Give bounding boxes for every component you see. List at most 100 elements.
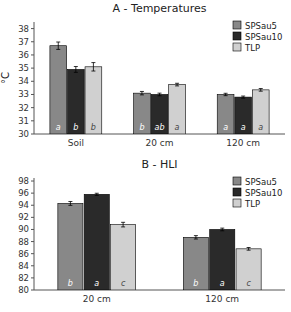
error-bar-cap	[140, 91, 144, 92]
bar-letter: a	[220, 279, 225, 288]
error-bar-cap	[74, 72, 78, 73]
legend: SPSau5SPSau10TLP	[233, 21, 282, 53]
bar	[85, 67, 102, 134]
error-bar-cap	[95, 195, 99, 196]
bar	[58, 203, 83, 290]
bar	[252, 90, 269, 134]
x-tick-label: 20 cm	[83, 294, 111, 304]
error-bar	[91, 63, 95, 71]
error-bar	[194, 236, 198, 239]
error-bar-cap	[68, 205, 72, 206]
error-bar	[56, 42, 60, 49]
legend-swatch	[233, 177, 241, 185]
error-bar	[74, 67, 78, 73]
error-bar-cap	[91, 62, 95, 63]
panel: B - HLI80828486889092949698bacbac20 cm12…	[18, 158, 285, 304]
error-bar	[247, 248, 251, 251]
error-bar-stem	[141, 91, 142, 94]
error-bar-stem	[93, 63, 94, 71]
y-axis	[34, 22, 35, 134]
y-tick-label: 92	[18, 212, 29, 222]
marks	[50, 42, 269, 134]
bar-letter: b	[73, 123, 78, 132]
error-bar-cap	[175, 85, 179, 86]
error-bar-cap	[241, 96, 245, 97]
bar	[210, 229, 235, 290]
error-bar-cap	[241, 98, 245, 99]
bar	[84, 194, 109, 290]
error-bar-cap	[247, 250, 251, 251]
figure: A - Temperatures°C303132333435363738abbb…	[0, 0, 291, 312]
error-bar	[259, 89, 263, 92]
error-bar-cap	[140, 94, 144, 95]
legend-swatch	[233, 43, 241, 51]
error-bar-cap	[158, 95, 162, 96]
bar	[236, 249, 261, 290]
bar-letter: a	[241, 123, 246, 132]
error-bar-cap	[194, 239, 198, 240]
y-tick-label: 86	[18, 249, 29, 259]
x-tick-label: 120 cm	[205, 294, 239, 304]
bar-letter: a	[175, 123, 180, 132]
title: B - HLI	[141, 158, 177, 171]
y-tick-label: 31	[18, 116, 29, 126]
error-bar-cap	[91, 71, 95, 72]
x-tick-label: Soil	[68, 138, 84, 148]
bar	[169, 85, 186, 134]
legend-label: TLP	[244, 43, 260, 53]
legend-label: SPSau5	[245, 21, 277, 31]
y-tick-label: 35	[18, 63, 29, 73]
bar-letter: b	[91, 123, 96, 132]
bar-letter: a	[56, 123, 61, 132]
legend-label: SPSau5	[245, 177, 277, 187]
y-tick-label: 80	[18, 285, 29, 295]
bar-letter: ab	[155, 123, 165, 132]
y-tick-label: 96	[18, 188, 29, 198]
bar-letters: bacbac	[68, 279, 252, 288]
bar-letter: a	[223, 123, 228, 132]
error-bar-cap	[158, 93, 162, 94]
error-bar-cap	[224, 93, 228, 94]
error-bar	[95, 193, 99, 195]
error-bar	[140, 91, 144, 94]
bar-letter: b	[68, 279, 73, 288]
x-tick-label: 120 cm	[226, 138, 260, 148]
bar	[183, 237, 208, 290]
error-bar-cap	[56, 49, 60, 50]
bar	[111, 225, 136, 290]
y-tick-label: 38	[18, 24, 29, 34]
error-bar	[175, 83, 179, 86]
error-bar-cap	[220, 230, 224, 231]
bar-letter: a	[258, 123, 263, 132]
error-bar-stem	[75, 67, 76, 73]
error-bar-cap	[247, 247, 251, 248]
y-tick-label: 98	[18, 176, 29, 186]
y-tick-label: 34	[18, 76, 29, 86]
x-tick-label: 20 cm	[145, 138, 173, 148]
legend-swatch	[233, 21, 241, 29]
marks	[58, 193, 261, 290]
title: A - Temperatures	[113, 2, 207, 15]
error-bar-cap	[220, 228, 224, 229]
error-bar-cap	[259, 91, 263, 92]
error-bar-cap	[194, 235, 198, 236]
legend-swatch	[233, 188, 241, 196]
y-tick-label: 32	[18, 103, 29, 113]
error-bar	[158, 93, 162, 96]
error-bar	[68, 201, 72, 205]
error-bar-cap	[224, 95, 228, 96]
bar-letter: c	[121, 279, 126, 288]
legend-swatch	[233, 199, 241, 207]
bar-letter: b	[139, 123, 144, 132]
y-tick-label: 90	[18, 224, 29, 234]
error-bar	[224, 93, 228, 95]
error-bar-cap	[56, 42, 60, 43]
legend-label: SPSau10	[245, 188, 282, 198]
y-tick-label: 36	[18, 50, 29, 60]
panel: A - Temperatures°C303132333435363738abbb…	[0, 2, 285, 148]
y-tick-label: 30	[18, 129, 29, 139]
error-bar-cap	[175, 83, 179, 84]
error-bar-cap	[74, 66, 78, 67]
bar	[235, 97, 252, 134]
bar	[134, 93, 151, 134]
